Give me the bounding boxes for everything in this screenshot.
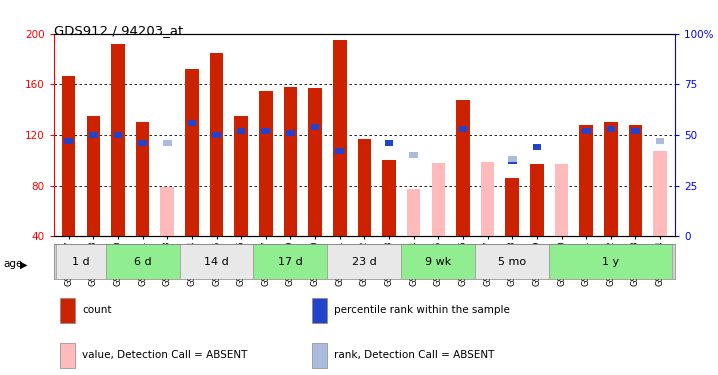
Bar bbox=[629, 125, 643, 236]
Bar bbox=[261, 128, 270, 134]
Bar bbox=[607, 126, 615, 132]
Bar bbox=[409, 152, 418, 158]
Bar bbox=[89, 132, 98, 138]
Bar bbox=[407, 189, 421, 236]
Text: 1 y: 1 y bbox=[602, 256, 620, 267]
Bar bbox=[311, 124, 320, 130]
Text: GDS912 / 94203_at: GDS912 / 94203_at bbox=[54, 24, 183, 38]
Bar bbox=[234, 116, 248, 236]
Bar bbox=[253, 244, 327, 279]
Bar bbox=[185, 69, 199, 236]
Text: 1 d: 1 d bbox=[72, 256, 90, 267]
Bar bbox=[187, 120, 196, 126]
Bar bbox=[210, 53, 223, 236]
Text: 14 d: 14 d bbox=[204, 256, 229, 267]
Bar bbox=[579, 125, 593, 236]
Bar bbox=[475, 244, 549, 279]
Bar bbox=[505, 178, 519, 236]
Bar bbox=[286, 130, 295, 136]
Bar bbox=[113, 132, 122, 138]
Bar bbox=[385, 140, 393, 146]
Bar bbox=[549, 244, 673, 279]
Bar bbox=[631, 128, 640, 134]
Bar bbox=[284, 87, 297, 236]
Bar bbox=[335, 148, 344, 154]
Bar bbox=[163, 140, 172, 146]
Text: age: age bbox=[4, 260, 23, 269]
Bar bbox=[456, 100, 470, 236]
Bar bbox=[60, 343, 75, 368]
Bar bbox=[60, 298, 75, 323]
Bar bbox=[308, 88, 322, 236]
Bar bbox=[333, 40, 347, 236]
Bar bbox=[382, 160, 396, 236]
Text: 23 d: 23 d bbox=[352, 256, 377, 267]
Bar bbox=[401, 244, 475, 279]
Bar bbox=[312, 298, 327, 323]
Bar bbox=[111, 44, 125, 236]
Bar bbox=[312, 343, 327, 368]
Text: count: count bbox=[83, 305, 112, 315]
Bar bbox=[160, 187, 174, 236]
Bar bbox=[533, 144, 541, 150]
Text: 6 d: 6 d bbox=[134, 256, 151, 267]
Bar bbox=[136, 122, 149, 236]
Bar bbox=[530, 164, 544, 236]
Bar bbox=[358, 139, 371, 236]
Bar bbox=[508, 158, 516, 165]
Bar bbox=[459, 126, 467, 132]
Bar bbox=[555, 164, 569, 236]
Bar bbox=[65, 138, 73, 144]
Text: 5 mo: 5 mo bbox=[498, 256, 526, 267]
Bar bbox=[656, 138, 664, 144]
Bar bbox=[62, 75, 75, 236]
Bar bbox=[180, 244, 253, 279]
Text: percentile rank within the sample: percentile rank within the sample bbox=[335, 305, 510, 315]
Bar bbox=[56, 244, 106, 279]
Bar bbox=[481, 162, 495, 236]
Bar bbox=[327, 244, 401, 279]
Text: 9 wk: 9 wk bbox=[425, 256, 452, 267]
Bar bbox=[106, 244, 180, 279]
Text: value, Detection Call = ABSENT: value, Detection Call = ABSENT bbox=[83, 350, 248, 360]
Bar bbox=[653, 152, 667, 236]
Bar bbox=[432, 163, 445, 236]
Text: 17 d: 17 d bbox=[278, 256, 303, 267]
Bar bbox=[139, 140, 147, 146]
Bar bbox=[259, 91, 273, 236]
Bar bbox=[604, 122, 617, 236]
Bar bbox=[86, 116, 100, 236]
Text: rank, Detection Call = ABSENT: rank, Detection Call = ABSENT bbox=[335, 350, 495, 360]
Text: ▶: ▶ bbox=[20, 260, 27, 269]
Bar bbox=[213, 132, 221, 138]
Bar bbox=[508, 156, 516, 162]
Bar bbox=[237, 128, 246, 134]
Bar bbox=[582, 128, 590, 134]
